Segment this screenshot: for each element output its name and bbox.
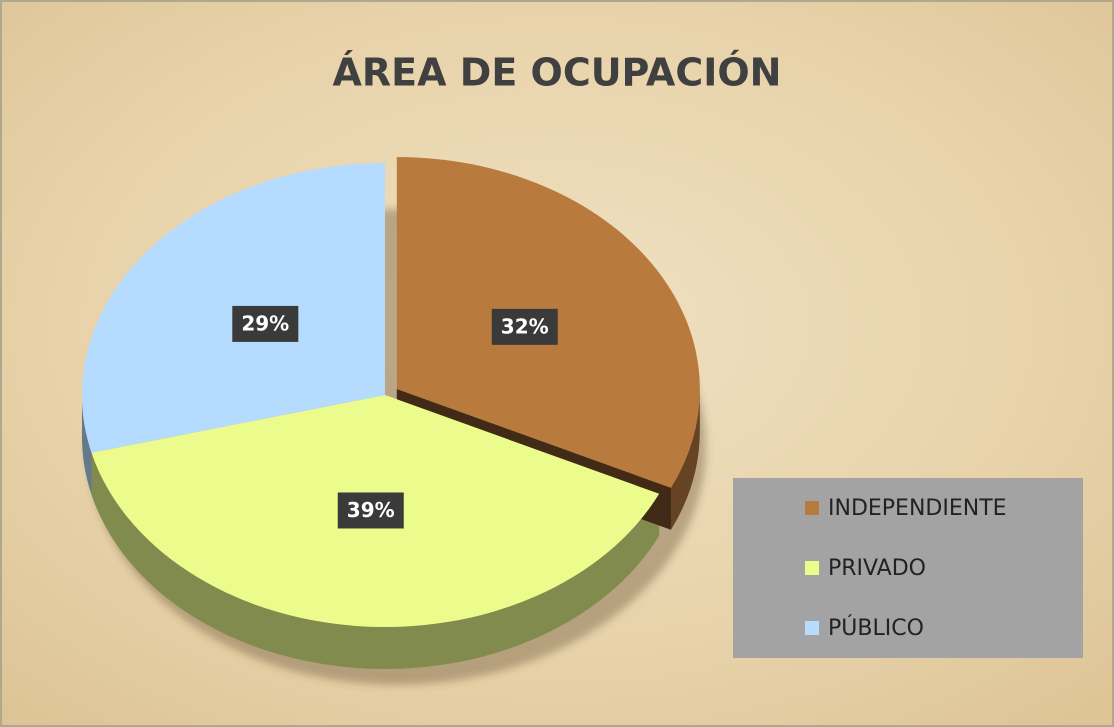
- legend: INDEPENDIENTE PRIVADO PÚBLICO: [733, 478, 1083, 658]
- legend-swatch: [805, 561, 819, 575]
- data-label: 32%: [501, 314, 549, 338]
- legend-swatch: [805, 501, 819, 515]
- slice-side: [670, 388, 700, 530]
- legend-label: PÚBLICO: [828, 615, 924, 641]
- slice-side: [91, 452, 660, 669]
- legend-label: PRIVADO: [828, 556, 926, 581]
- chart-title: ÁREA DE OCUPACIÓN: [333, 51, 782, 95]
- legend-box: [733, 478, 1083, 658]
- legend-label: INDEPENDIENTE: [828, 496, 1007, 521]
- pie: 32% 39% 29%: [81, 156, 706, 685]
- data-label-box: [337, 492, 404, 529]
- data-label: 39%: [347, 498, 395, 522]
- data-label-box: [232, 305, 299, 342]
- legend-swatch: [805, 621, 819, 635]
- slice-side: [82, 395, 92, 495]
- data-label: 29%: [241, 311, 289, 335]
- data-label-box: [491, 308, 558, 345]
